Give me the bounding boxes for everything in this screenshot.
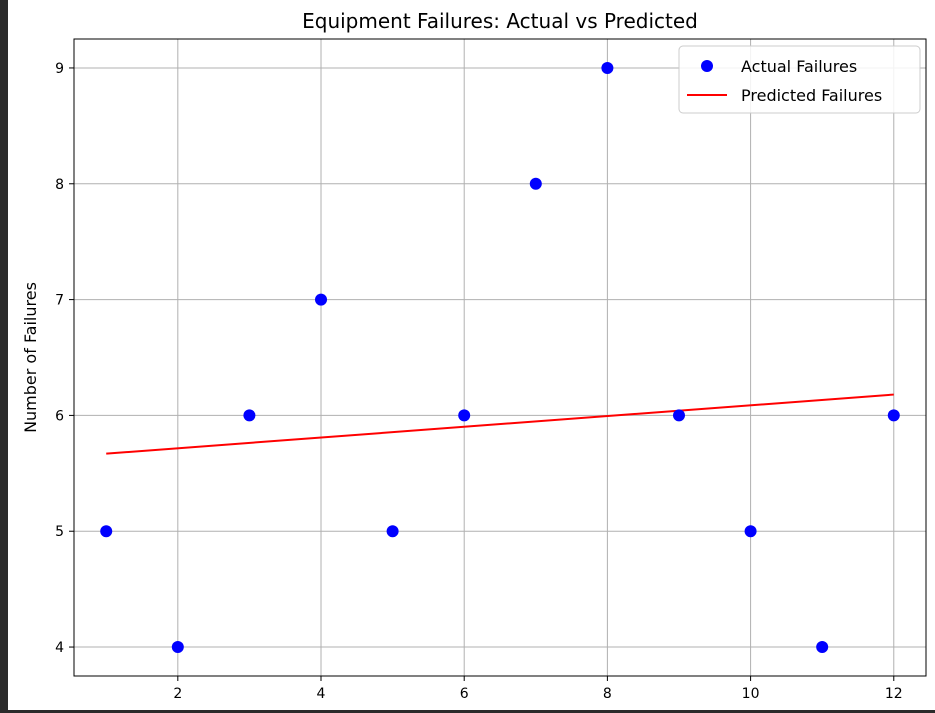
data-marks — [100, 61, 900, 654]
y-tick-label: 5 — [55, 524, 64, 540]
legend: Actual Failures Predicted Failures — [678, 45, 921, 114]
x-tick-label: 8 — [603, 686, 612, 702]
y-tick-label: 6 — [55, 408, 64, 424]
chart-figure: Equipment Failures: Actual vs Predicted … — [8, 0, 935, 710]
y-tick-label: 7 — [55, 293, 64, 309]
actual-failure-point — [529, 177, 542, 190]
actual-failure-point — [171, 641, 184, 654]
y-axis-label: Number of Failures — [21, 282, 40, 433]
scatter-chart: Equipment Failures: Actual vs Predicted … — [21, 9, 927, 702]
x-tick-label: 6 — [460, 686, 469, 702]
legend-label: Predicted Failures — [741, 86, 882, 105]
actual-failure-point — [315, 293, 328, 306]
axis-ticks: 2 4 6 8 10 12 4 5 6 7 8 9 — [55, 61, 903, 702]
actual-failure-point — [672, 409, 685, 422]
y-tick-label: 8 — [55, 177, 64, 193]
actual-failure-point — [458, 409, 471, 422]
actual-failure-point — [744, 525, 757, 538]
x-tick-label: 10 — [742, 686, 760, 702]
legend-marker-actual — [701, 60, 713, 72]
actual-failure-point — [816, 641, 829, 654]
actual-failure-point — [887, 409, 900, 422]
chart-title: Equipment Failures: Actual vs Predicted — [302, 9, 698, 33]
legend-box — [678, 45, 921, 114]
actual-failure-point — [601, 61, 614, 74]
x-tick-label: 4 — [317, 686, 326, 702]
grid-lines — [74, 39, 926, 676]
predicted-failures-line — [106, 393, 894, 455]
legend-label: Actual Failures — [741, 57, 857, 76]
y-tick-label: 9 — [55, 61, 64, 77]
plot-frame — [73, 38, 927, 677]
x-tick-label: 2 — [173, 686, 182, 702]
actual-failure-point — [100, 525, 113, 538]
x-tick-label: 12 — [885, 686, 903, 702]
actual-failure-point — [243, 409, 256, 422]
y-tick-label: 4 — [55, 640, 64, 656]
actual-failure-point — [386, 525, 399, 538]
